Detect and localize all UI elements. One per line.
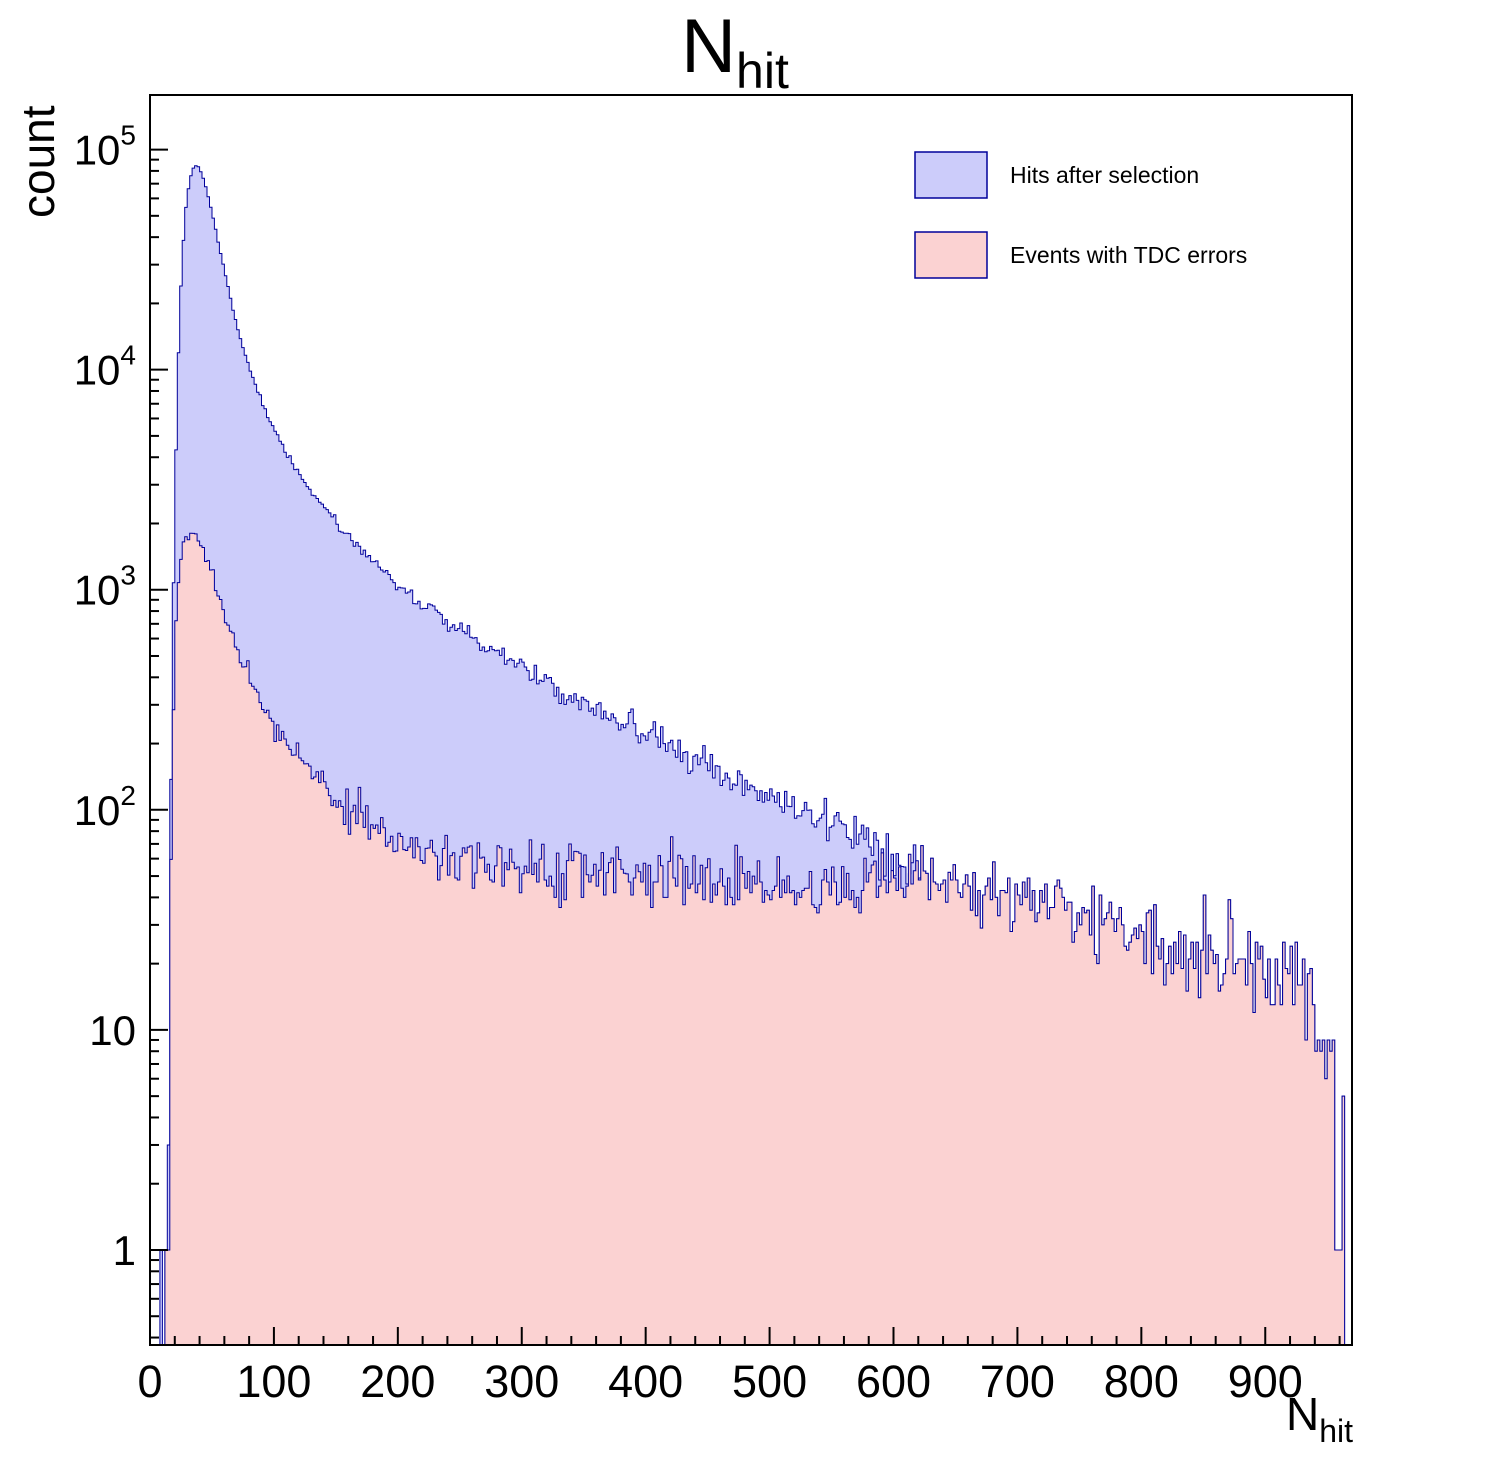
legend-label-1: Events with TDC errors bbox=[1010, 242, 1247, 268]
x-tick-label: 0 bbox=[137, 1356, 162, 1407]
histograms bbox=[150, 165, 1352, 1346]
x-tick-label: 500 bbox=[732, 1356, 807, 1407]
y-tick-label: 102 bbox=[74, 780, 136, 834]
legend: Hits after selection Events with TDC erro… bbox=[914, 151, 1247, 279]
tick-labels: 0 100 200 300 400 500 600 700 800 900 1 10 102 103 104… bbox=[74, 120, 1303, 1407]
y-tick-label: 10 bbox=[89, 1007, 136, 1054]
x-tick-label: 800 bbox=[1104, 1356, 1179, 1407]
y-tick-label: 105 bbox=[74, 120, 136, 174]
legend-swatch-0 bbox=[914, 151, 988, 199]
y-tick-label: 1 bbox=[113, 1227, 136, 1274]
x-axis-title: Nhit bbox=[1286, 1388, 1353, 1449]
x-tick-label: 900 bbox=[1228, 1356, 1303, 1407]
y-tick-label: 103 bbox=[74, 560, 136, 614]
legend-label-0: Hits after selection bbox=[1010, 162, 1199, 188]
series-events-with-tdc-errors bbox=[150, 532, 1352, 1346]
x-tick-label: 400 bbox=[608, 1356, 683, 1407]
x-tick-label: 600 bbox=[856, 1356, 931, 1407]
x-tick-label: 200 bbox=[360, 1356, 435, 1407]
y-axis-title: count bbox=[12, 105, 64, 218]
x-tick-label: 100 bbox=[236, 1356, 311, 1407]
plot-content: 0 100 200 300 400 500 600 700 800 900 1 10 102 103 104… bbox=[74, 94, 1353, 1407]
chart-title: Nhit bbox=[681, 4, 789, 99]
axes bbox=[149, 94, 1353, 1346]
x-tick-label: 300 bbox=[484, 1356, 559, 1407]
x-tick-label: 700 bbox=[980, 1356, 1055, 1407]
y-tick-label: 104 bbox=[74, 340, 136, 394]
legend-swatch-1 bbox=[914, 231, 988, 279]
